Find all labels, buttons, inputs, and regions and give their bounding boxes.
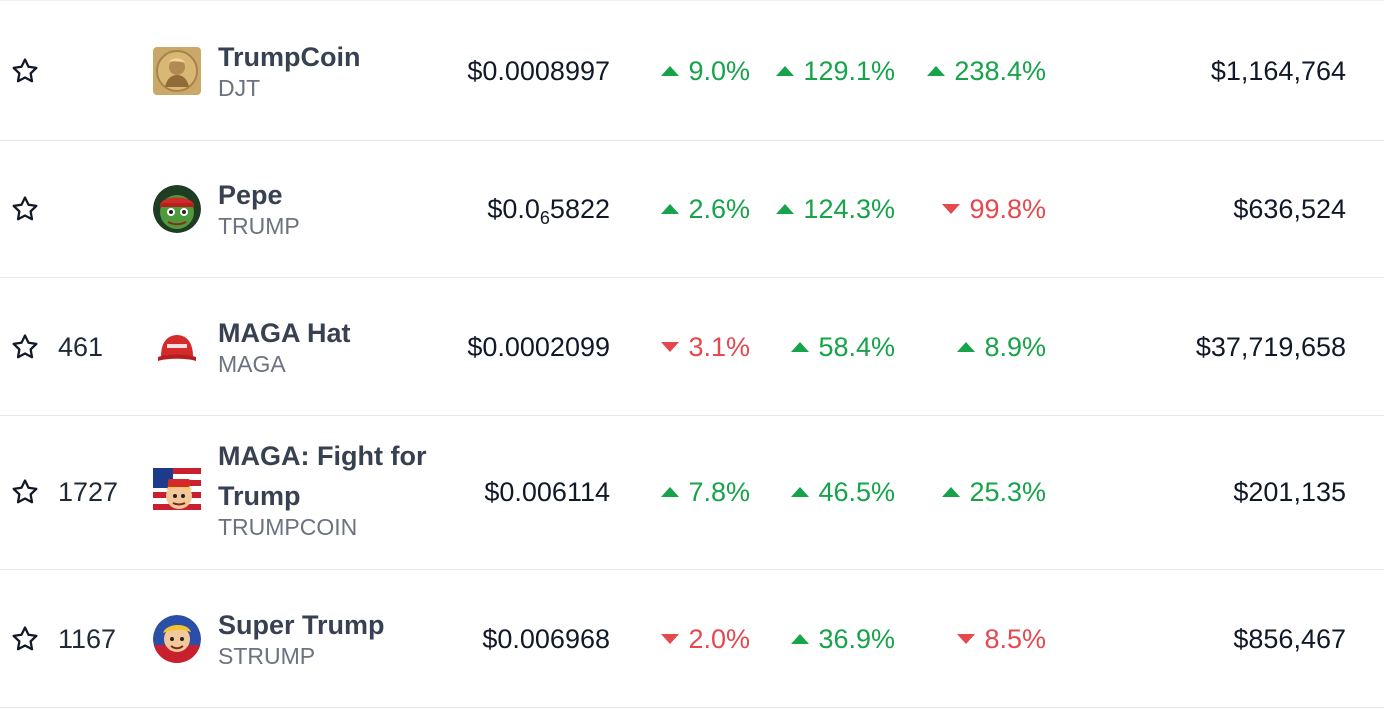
change-1h: 3.1% — [661, 332, 750, 362]
superhero-cartoon-icon — [153, 615, 201, 663]
change-7d: 99.8% — [942, 194, 1046, 224]
table-row[interactable]: 1727 MAGA: Fight for Trump TRUMPCOIN $0.… — [0, 415, 1384, 570]
coin-symbol: DJT — [218, 75, 261, 101]
caret-down-icon — [942, 204, 961, 214]
caret-up-icon — [661, 66, 680, 76]
volume: $201,135 — [1233, 477, 1346, 507]
caret-up-icon — [791, 634, 810, 644]
change-1h: 9.0% — [661, 56, 750, 86]
caret-up-icon — [661, 204, 680, 214]
rank: 461 — [58, 332, 104, 362]
coin-name[interactable]: TrumpCoin — [218, 42, 361, 72]
caret-up-icon — [791, 487, 810, 497]
change-24h: 46.5% — [791, 477, 895, 507]
change-7d: 8.9% — [957, 332, 1046, 362]
volume: $37,719,658 — [1195, 332, 1346, 362]
change-24h: 124.3% — [776, 194, 895, 224]
price: $0.065822 — [487, 194, 610, 228]
price: $0.0002099 — [467, 332, 610, 362]
coin-name[interactable]: MAGA: Fight for Trump — [218, 441, 427, 511]
volume: $636,524 — [1233, 194, 1346, 224]
red-hat-icon — [153, 323, 201, 371]
caret-up-icon — [791, 342, 810, 352]
rank: 1167 — [58, 624, 117, 654]
coin-name[interactable]: MAGA Hat — [218, 318, 351, 348]
caret-down-icon — [661, 342, 680, 352]
price: $0.0008997 — [467, 56, 610, 86]
change-1h: 7.8% — [661, 477, 750, 507]
caret-up-icon — [942, 487, 961, 497]
table-row[interactable]: Pepe TRUMP $0.065822 2.6% 124.3% 99.8% $… — [0, 139, 1384, 278]
pepe-frog-red-cap-icon — [153, 185, 201, 233]
volume: $1,164,764 — [1210, 56, 1346, 86]
coin-symbol: STRUMP — [218, 643, 316, 669]
gold-coin-portrait-icon — [153, 47, 201, 95]
change-24h: 129.1% — [776, 56, 895, 86]
change-7d: 238.4% — [927, 56, 1046, 86]
star-icon[interactable] — [10, 194, 40, 224]
caret-up-icon — [661, 487, 680, 497]
price: $0.006114 — [484, 477, 610, 507]
change-7d: 8.5% — [957, 624, 1046, 654]
flag-cartoon-icon — [153, 468, 201, 516]
caret-up-icon — [776, 204, 795, 214]
price: $0.006968 — [482, 624, 610, 654]
star-icon[interactable] — [10, 477, 40, 507]
coin-symbol: MAGA — [218, 351, 286, 377]
table-row[interactable]: 461 MAGA Hat MAGA $0.0002099 3.1% 58.4% … — [0, 277, 1384, 416]
coin-name[interactable]: Super Trump — [218, 610, 385, 640]
table-row[interactable]: TrumpCoin DJT $0.0008997 9.0% 129.1% 238… — [0, 0, 1384, 141]
coin-symbol: TRUMP — [218, 213, 300, 239]
change-24h: 36.9% — [791, 624, 895, 654]
change-24h: 58.4% — [791, 332, 895, 362]
caret-down-icon — [957, 634, 976, 644]
table-row[interactable]: 1167 Super Trump STRUMP $0.006968 2.0% 3… — [0, 569, 1384, 708]
star-icon[interactable] — [10, 332, 40, 362]
change-1h: 2.6% — [661, 194, 750, 224]
rank: 1727 — [58, 477, 119, 507]
star-icon[interactable] — [10, 624, 40, 654]
caret-up-icon — [927, 66, 946, 76]
change-7d: 25.3% — [942, 477, 1046, 507]
caret-up-icon — [957, 342, 976, 352]
coin-name[interactable]: Pepe — [218, 180, 283, 210]
caret-up-icon — [776, 66, 795, 76]
caret-down-icon — [661, 634, 680, 644]
volume: $856,467 — [1233, 624, 1346, 654]
coin-symbol: TRUMPCOIN — [218, 514, 358, 540]
star-icon[interactable] — [10, 56, 40, 86]
change-1h: 2.0% — [661, 624, 750, 654]
